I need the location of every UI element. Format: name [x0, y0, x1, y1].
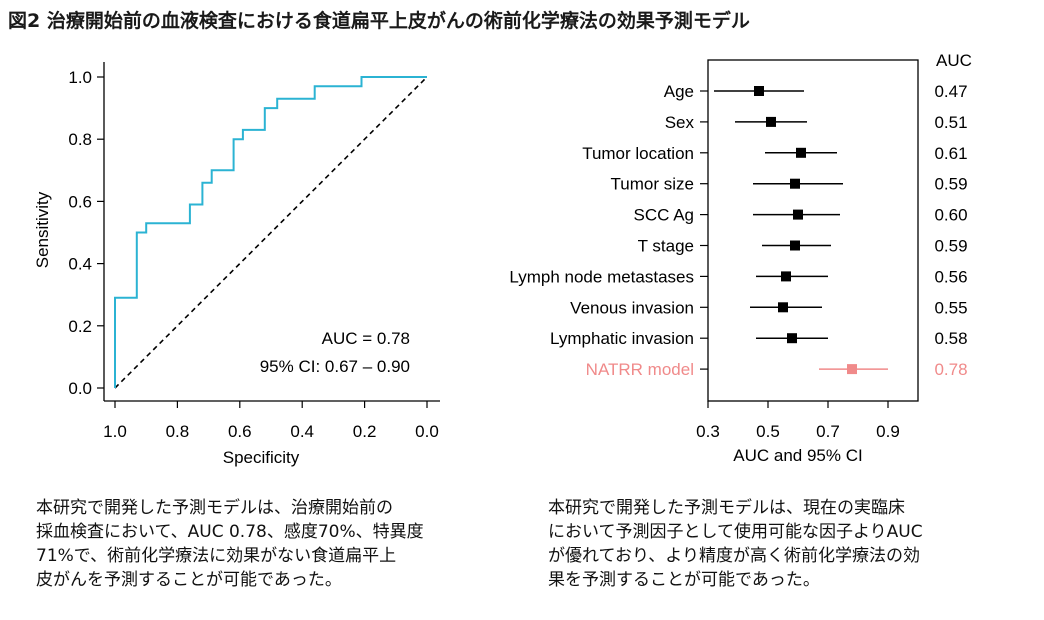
- row-label: T stage: [638, 237, 694, 256]
- x-axis-title: Specificity: [223, 448, 300, 467]
- auc-value-label: 0.60: [934, 206, 967, 225]
- auc-column-header: AUC: [936, 51, 972, 70]
- y-tick-label: 0.4: [68, 255, 92, 274]
- auc-value-label: 0.61: [934, 144, 967, 163]
- auc-point: [847, 364, 857, 375]
- auc-annotation: AUC = 0.78: [322, 329, 410, 348]
- row-label: Tumor size: [611, 175, 694, 194]
- caption-right-line: が優れており、より精度が高く術前化学療法の効: [548, 546, 920, 566]
- caption-left-line: 71%で、術前化学療法に効果がない食道扁平上: [36, 546, 397, 566]
- auc-point: [790, 178, 800, 189]
- auc-point: [781, 271, 791, 282]
- auc-value-label: 0.78: [934, 360, 967, 379]
- y-tick-label: 0.2: [68, 317, 92, 336]
- x-tick-label: 0.3: [696, 422, 720, 441]
- y-tick-label: 0.8: [68, 130, 92, 149]
- auc-value-label: 0.59: [934, 237, 967, 256]
- caption-left-line: 本研究で開発した予測モデルは、治療開始前の: [36, 498, 393, 518]
- y-tick-label: 0.0: [68, 379, 92, 398]
- row-label: Venous invasion: [570, 298, 694, 317]
- auc-point: [778, 302, 788, 313]
- x-tick-label: 0.4: [290, 422, 314, 441]
- auc-value-label: 0.58: [934, 329, 967, 348]
- roc-chart: 0.0 0.2 0.4 0.6 0.8 1.0 1.0 0.8 0.6 0.4 0.2 0.0 Spec…: [33, 62, 440, 467]
- auc-point: [790, 240, 800, 251]
- x-axis-title: AUC and 95% CI: [733, 446, 862, 465]
- caption-right-line: 果を予測することが可能であった。: [548, 570, 820, 590]
- x-tick-label: 0.0: [415, 422, 439, 441]
- auc-point: [766, 116, 776, 127]
- x-tick-label: 0.5: [756, 422, 780, 441]
- caption-right-line: において予測因子として使用可能な因子よりAUC: [548, 522, 923, 542]
- auc-value-label: 0.47: [934, 82, 967, 101]
- auc-value-label: 0.51: [934, 113, 967, 132]
- auc-value-label: 0.56: [934, 267, 967, 286]
- x-tick-label: 0.2: [353, 422, 377, 441]
- caption-right: 本研究で開発した予測モデルは、現在の実臨床 において予測因子として使用可能な因子…: [548, 496, 923, 592]
- row-label: NATRR model: [586, 360, 694, 379]
- row-label: Lymph node metastases: [509, 267, 694, 286]
- row-label: Tumor location: [582, 144, 694, 163]
- forest-plot: 0.3 0.5 0.7 0.9 AUC and 95% CI AUC Age 0.47 Sex 0…: [509, 51, 972, 465]
- auc-point: [787, 333, 797, 344]
- auc-value-label: 0.59: [934, 175, 967, 194]
- x-tick-label: 1.0: [103, 422, 127, 441]
- ci-annotation: 95% CI: 0.67 – 0.90: [260, 357, 410, 376]
- diagonal-reference-line: [114, 76, 428, 389]
- caption-left-line: 皮がんを予測することが可能であった。: [36, 570, 342, 590]
- caption-left-line: 採血検査において、AUC 0.78、感度70%、特異度: [36, 522, 424, 542]
- caption-right-line: 本研究で開発した予測モデルは、現在の実臨床: [548, 498, 905, 518]
- x-tick-label: 0.7: [816, 422, 840, 441]
- roc-curve-line: [114, 76, 427, 388]
- forest-plot-frame: [707, 59, 919, 402]
- auc-point: [793, 209, 803, 220]
- row-label: Age: [664, 82, 694, 101]
- y-tick-label: 1.0: [68, 68, 92, 87]
- x-tick-label: 0.8: [166, 422, 190, 441]
- caption-left: 本研究で開発した予測モデルは、治療開始前の 採血検査において、AUC 0.78、…: [36, 496, 424, 592]
- y-axis-title: Sensitivity: [33, 191, 52, 268]
- row-label: Lymphatic invasion: [550, 329, 694, 348]
- row-label: SCC Ag: [634, 206, 694, 225]
- row-label: Sex: [665, 113, 695, 132]
- auc-value-label: 0.55: [934, 298, 967, 317]
- auc-point: [796, 147, 806, 158]
- x-tick-label: 0.6: [228, 422, 252, 441]
- y-tick-label: 0.6: [68, 192, 92, 211]
- auc-point: [754, 86, 764, 96]
- figure-title: 図2 治療開始前の血液検査における食道扁平上皮がんの術前化学療法の効果予測モデル: [8, 10, 750, 32]
- x-tick-label: 0.9: [876, 422, 900, 441]
